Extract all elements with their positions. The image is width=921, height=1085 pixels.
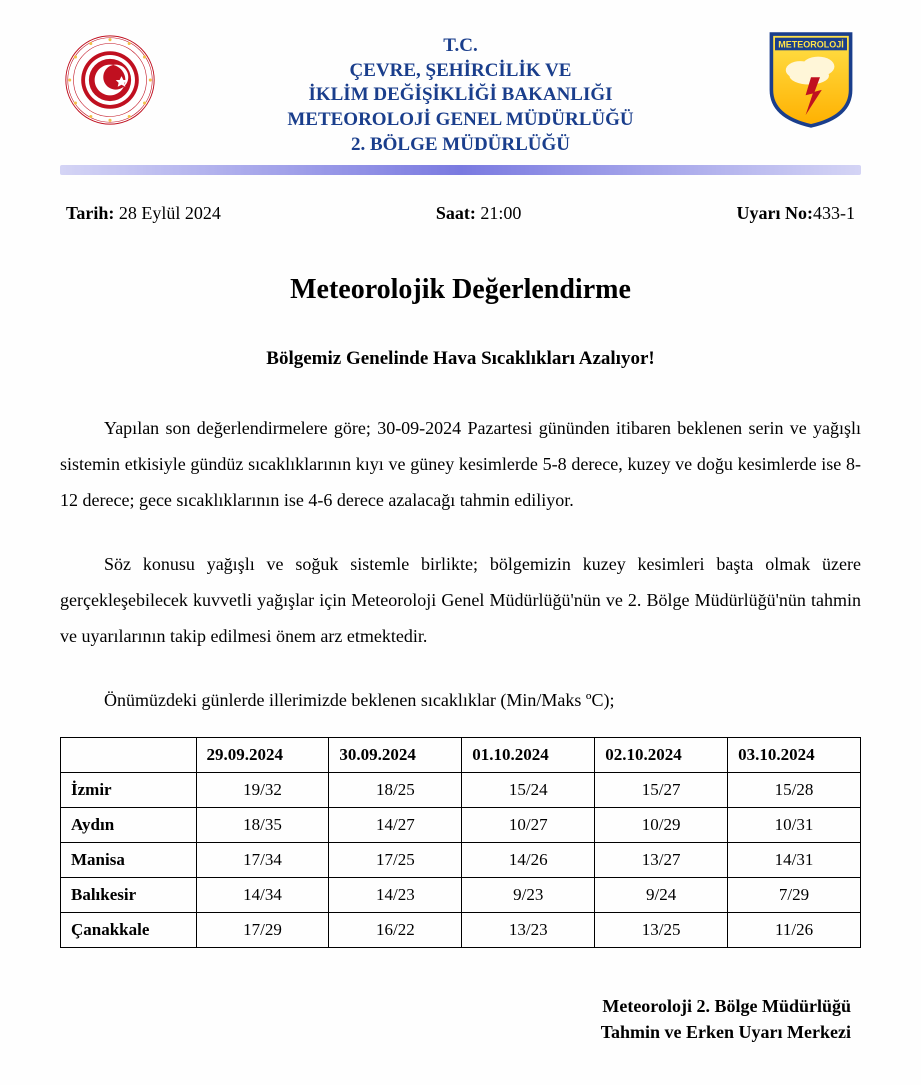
header-line: 2. BÖLGE MÜDÜRLÜĞÜ	[160, 133, 761, 158]
temp-cell: 11/26	[728, 913, 861, 948]
col-header: 02.10.2024	[595, 738, 728, 773]
col-header: 01.10.2024	[462, 738, 595, 773]
temp-cell: 9/23	[462, 878, 595, 913]
temp-cell: 17/29	[196, 913, 329, 948]
logo-label: METEOROLOJİ	[778, 40, 844, 50]
temp-cell: 7/29	[728, 878, 861, 913]
temp-cell: 17/25	[329, 843, 462, 878]
city-cell: İzmir	[61, 773, 197, 808]
temperature-table: 29.09.2024 30.09.2024 01.10.2024 02.10.2…	[60, 737, 861, 948]
temp-cell: 17/34	[196, 843, 329, 878]
signature-line: Meteoroloji 2. Bölge Müdürlüğü	[60, 994, 851, 1019]
temp-cell: 15/27	[595, 773, 728, 808]
city-cell: Manisa	[61, 843, 197, 878]
signature-block: Meteoroloji 2. Bölge Müdürlüğü Tahmin ve…	[60, 994, 861, 1044]
date-label: Tarih:	[66, 203, 114, 223]
temp-cell: 15/24	[462, 773, 595, 808]
temp-cell: 19/32	[196, 773, 329, 808]
table-row: Çanakkale 17/29 16/22 13/23 13/25 11/26	[61, 913, 861, 948]
header-row: T.C. ÇEVRE, ŞEHİRCİLİK VE İKLİM DEĞİŞİKL…	[60, 30, 861, 157]
col-header: 03.10.2024	[728, 738, 861, 773]
table-row: Aydın 18/35 14/27 10/27 10/29 10/31	[61, 808, 861, 843]
temp-cell: 18/25	[329, 773, 462, 808]
temp-cell: 14/27	[329, 808, 462, 843]
table-row: Balıkesir 14/34 14/23 9/23 9/24 7/29	[61, 878, 861, 913]
paragraph-2: Söz konusu yağışlı ve soğuk sistemle bir…	[60, 546, 861, 654]
document-page: T.C. ÇEVRE, ŞEHİRCİLİK VE İKLİM DEĞİŞİKL…	[0, 0, 921, 1085]
tc-emblem-icon	[60, 30, 160, 130]
header-line: İKLİM DEĞİŞİKLİĞİ BAKANLIĞI	[160, 83, 761, 108]
temp-cell: 14/26	[462, 843, 595, 878]
col-header	[61, 738, 197, 773]
temp-cell: 13/23	[462, 913, 595, 948]
table-row: Manisa 17/34 17/25 14/26 13/27 14/31	[61, 843, 861, 878]
header-title-block: T.C. ÇEVRE, ŞEHİRCİLİK VE İKLİM DEĞİŞİKL…	[160, 30, 761, 157]
city-cell: Aydın	[61, 808, 197, 843]
header-line: T.C.	[160, 34, 761, 59]
temp-cell: 10/27	[462, 808, 595, 843]
warn-value: 433-1	[813, 203, 855, 223]
date-value: 28 Eylül 2024	[119, 203, 221, 223]
meta-time: Saat: 21:00	[436, 203, 522, 224]
page-title: Meteorolojik Değerlendirme	[60, 274, 861, 306]
temp-cell: 14/34	[196, 878, 329, 913]
warn-label: Uyarı No:	[737, 203, 813, 223]
city-cell: Çanakkale	[61, 913, 197, 948]
header-line: ÇEVRE, ŞEHİRCİLİK VE	[160, 59, 761, 84]
table-row: İzmir 19/32 18/25 15/24 15/27 15/28	[61, 773, 861, 808]
signature-line: Tahmin ve Erken Uyarı Merkezi	[60, 1020, 851, 1045]
temp-cell: 10/31	[728, 808, 861, 843]
city-cell: Balıkesir	[61, 878, 197, 913]
temp-cell: 18/35	[196, 808, 329, 843]
page-subtitle: Bölgemiz Genelinde Hava Sıcaklıkları Aza…	[60, 348, 861, 370]
meta-warning: Uyarı No:433-1	[737, 203, 855, 224]
temp-cell: 13/25	[595, 913, 728, 948]
temp-cell: 14/31	[728, 843, 861, 878]
header-divider	[60, 165, 861, 175]
temp-cell: 10/29	[595, 808, 728, 843]
time-value: 21:00	[480, 203, 521, 223]
temp-cell: 13/27	[595, 843, 728, 878]
table-caption: Önümüzdeki günlerde illerimizde beklenen…	[60, 690, 861, 711]
temp-cell: 16/22	[329, 913, 462, 948]
temp-cell: 14/23	[329, 878, 462, 913]
temp-cell: 15/28	[728, 773, 861, 808]
meteoroloji-logo-icon: METEOROLOJİ	[761, 30, 861, 130]
header-line: METEOROLOJİ GENEL MÜDÜRLÜĞÜ	[160, 108, 761, 133]
col-header: 29.09.2024	[196, 738, 329, 773]
time-label: Saat:	[436, 203, 476, 223]
meta-row: Tarih: 28 Eylül 2024 Saat: 21:00 Uyarı N…	[60, 203, 861, 224]
temp-cell: 9/24	[595, 878, 728, 913]
meta-date: Tarih: 28 Eylül 2024	[66, 203, 221, 224]
col-header: 30.09.2024	[329, 738, 462, 773]
table-header-row: 29.09.2024 30.09.2024 01.10.2024 02.10.2…	[61, 738, 861, 773]
paragraph-1: Yapılan son değerlendirmelere göre; 30-0…	[60, 410, 861, 518]
